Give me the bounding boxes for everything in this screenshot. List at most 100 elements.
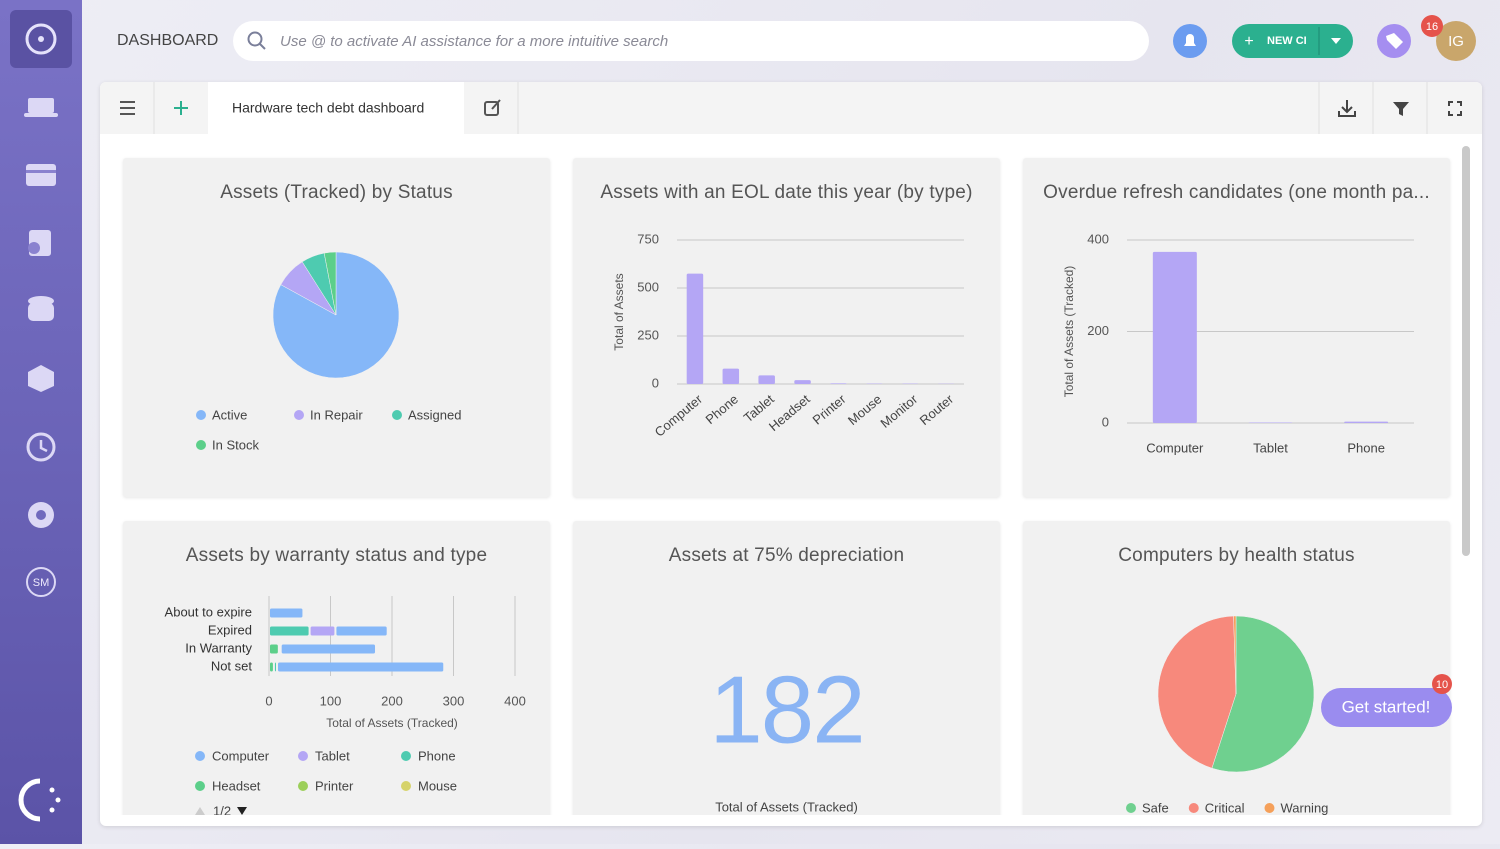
logo-dot [50,788,55,793]
box-icon[interactable] [28,365,54,392]
page-title: DASHBOARD [117,32,218,49]
kpi-label: Total of Assets (Tracked) [715,799,858,814]
add-button[interactable] [174,101,188,115]
legend-swatch [294,410,304,420]
x-tick-label: Phone [1347,440,1385,455]
bar [758,375,775,384]
x-tick-label: Tablet [1253,440,1288,455]
assistant-badge-count: 10 [1436,679,1448,691]
y-tick-label: 500 [637,279,659,294]
browser-icon[interactable] [26,164,56,186]
legend-label: Warning [1280,800,1328,815]
bar [723,369,740,384]
get-started-label: Get started! [1342,697,1431,716]
y-tick-label: 750 [637,231,659,246]
legend-swatch [196,410,206,420]
x-axis-label: Total of Assets (Tracked) [326,716,458,730]
x-tick-label: Router [917,391,957,428]
legend-label: Mouse [418,778,457,793]
widget[interactable]: Assets with an EOL date this year (by ty… [573,158,1000,497]
scrollbar[interactable] [1462,146,1470,556]
tab-label: Hardware tech debt dashboard [232,100,424,116]
y-tick-label: About to expire [165,604,252,619]
x-tick-label: 200 [381,693,403,708]
x-tick-label: 0 [265,693,272,708]
bar-segment [270,627,309,636]
assistant: Get started! 10 [1310,670,1470,740]
logo-dot [50,808,55,813]
new-ci-label: NEW CI [1267,35,1307,47]
chart: 0 200 400 Total of Assets (Tracked) Computer… [1023,158,1450,497]
bar-segment [336,627,386,636]
settings-icon-hole [36,510,46,520]
sm-label: SM [33,577,50,589]
x-tick-label: Computer [652,391,706,440]
legend-label: Tablet [315,748,350,763]
legend-swatch [1126,803,1136,813]
legend-swatch [195,781,205,791]
bar-segment [278,663,443,672]
bar [687,274,704,384]
bar [1153,252,1197,423]
legend-next[interactable] [237,807,247,815]
x-tick-label: Printer [810,391,849,428]
x-tick-label: Phone [703,391,741,427]
legend-prev[interactable] [195,807,205,815]
sidebar: SM [0,0,82,844]
bar-segment [270,645,278,654]
bar-segment [270,663,273,672]
y-tick-label: 0 [1102,414,1109,429]
legend-swatch [392,410,402,420]
legend-swatch [195,751,205,761]
bar [1344,422,1388,423]
widget[interactable]: Overdue refresh candidates (one month pa… [1023,158,1450,497]
bar-segment [311,627,335,636]
download-button[interactable] [1339,100,1355,116]
assets-icon[interactable] [28,98,54,113]
bar-segment [270,609,302,618]
badge-count: 16 [1426,21,1438,33]
y-tick-label: 400 [1087,231,1109,246]
legend-label: Computer [212,748,270,763]
x-tick-label: Monitor [877,391,920,431]
bar [830,383,847,384]
y-axis-label: Total of Assets (Tracked) [1062,266,1076,398]
x-tick-label: Headset [766,391,813,434]
database-icon-body [28,303,54,321]
x-tick-label: 400 [504,693,526,708]
legend-swatch [1264,803,1274,813]
y-axis-label: Total of Assets [612,273,626,350]
x-tick-label: Computer [1146,440,1204,455]
legend-label: Headset [212,778,261,793]
chart: 182 Total of Assets (Tracked) [573,521,1000,815]
documents-icon-lens [28,242,40,254]
kpi-value: 182 [709,656,863,763]
y-tick-label: In Warranty [185,640,252,655]
filter-button[interactable] [1393,102,1409,116]
search-placeholder: Use @ to activate AI assistance for a mo… [280,33,668,50]
browser-icon-bar [26,170,56,173]
legend-swatch [298,781,308,791]
fullscreen-button[interactable] [1449,102,1461,115]
toolbar: Hardware tech debt dashboard [100,82,1482,135]
x-tick-label: Mouse [845,391,885,428]
legend-label: Safe [1142,800,1169,815]
header: DASHBOARD Use @ to activate AI assistanc… [82,0,1500,82]
y-tick-label: 200 [1087,323,1109,338]
legend-page: 1/2 [213,803,231,815]
legend-swatch [298,751,308,761]
y-tick-label: 250 [637,327,659,342]
menu-button[interactable] [120,102,135,114]
legend-swatch [196,440,206,450]
logo[interactable] [21,781,40,819]
bar [794,380,811,384]
legend-label: Active [212,407,247,422]
